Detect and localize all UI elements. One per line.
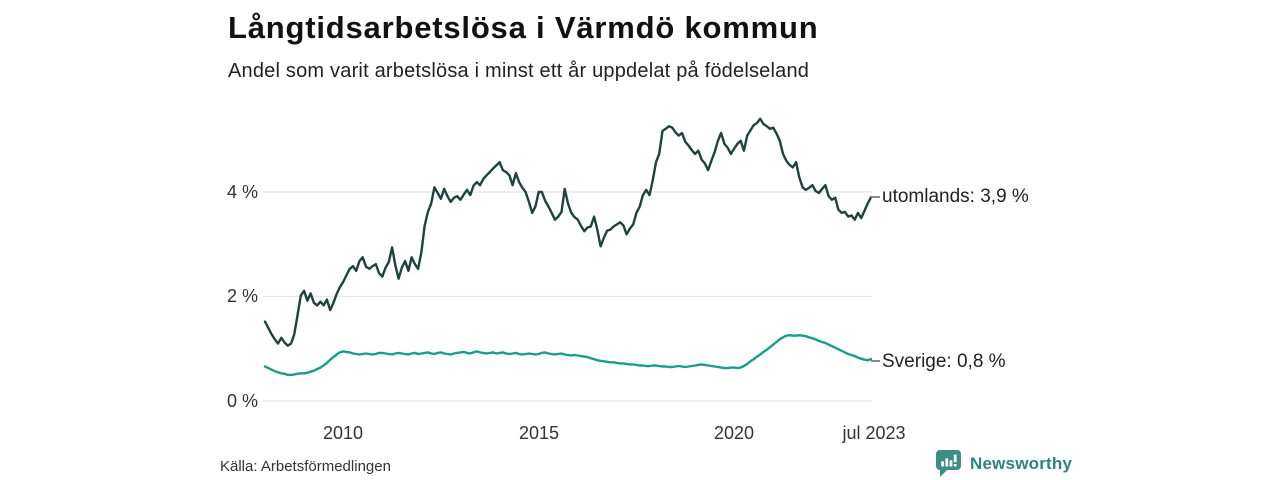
y-axis-label-4: 4 % — [226, 182, 258, 202]
newsworthy-bubble-chart-icon — [936, 450, 961, 477]
x-axis-label-2010: 2010 — [322, 423, 364, 443]
series-line-utomlands — [263, 117, 873, 347]
newsworthy-wordmark: Newsworthy — [970, 453, 1073, 473]
utomlands-label-tick — [871, 196, 880, 198]
chart-title: Långtidsarbetslösa i Värmdö kommun — [228, 10, 819, 45]
y-axis-label-0: 0 % — [226, 391, 258, 411]
chart-subtitle: Andel som varit arbetslösa i minst ett å… — [228, 60, 810, 82]
utomlands-series-label: utomlands: 3,9 % — [882, 186, 1029, 207]
x-axis-label-2015: 2015 — [518, 423, 560, 443]
newsworthy-logo: Newsworthy — [935, 449, 1072, 478]
line-chart — [263, 117, 873, 402]
source-note: Källa: Arbetsförmedlingen — [220, 458, 391, 475]
y-axis-label-2: 2 % — [226, 286, 258, 306]
x-axis-label-2020: 2020 — [713, 423, 755, 443]
series-line-Sverige — [263, 333, 873, 377]
sverige-label-tick — [871, 360, 880, 362]
x-axis-label-jul-2023: jul 2023 — [842, 423, 906, 443]
sverige-series-label: Sverige: 0,8 % — [882, 351, 1006, 372]
